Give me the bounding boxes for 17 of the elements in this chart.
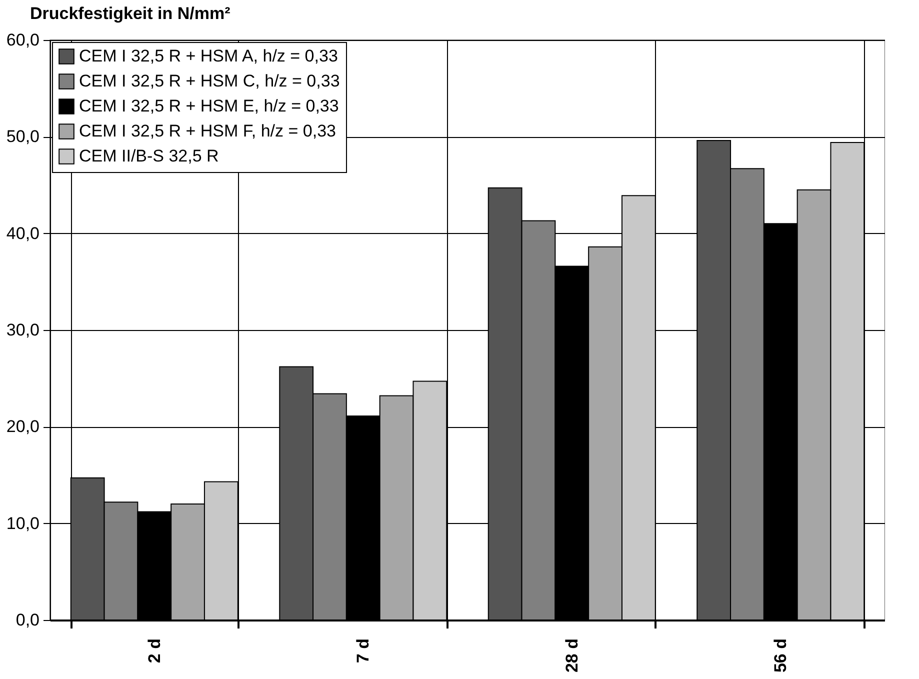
y-tick-label: 40,0 <box>6 224 40 243</box>
y-tick-label: 10,0 <box>6 514 40 533</box>
y-tick-label: 0,0 <box>16 610 40 630</box>
y-tick-label: 30,0 <box>6 320 40 340</box>
y-tick-label: 20,0 <box>6 417 40 436</box>
x-tick-label: 7 d <box>354 638 373 664</box>
chart-title: Druckfestigkeit in N/mm² <box>30 4 231 23</box>
legend-label: CEM I 32,5 R + HSM C, h/z = 0,33 <box>79 72 340 90</box>
y-tick-label: 60,0 <box>6 30 40 50</box>
x-tick-label: 28 d <box>562 638 582 673</box>
legend-label: CEM I 32,5 R + HSM E, h/z = 0,33 <box>79 96 339 116</box>
legend-label: CEM I 32,5 R + HSM F, h/z = 0,33 <box>79 122 336 140</box>
x-tick-label: 2 d <box>144 638 164 664</box>
legend-label: CEM II/B-S 32,5 R <box>79 146 219 166</box>
y-tick-label: 50,0 <box>6 127 40 146</box>
legend-label: CEM I 32,5 R + HSM A, h/z = 0,33 <box>79 46 338 66</box>
x-tick-label: 56 d <box>771 638 790 673</box>
